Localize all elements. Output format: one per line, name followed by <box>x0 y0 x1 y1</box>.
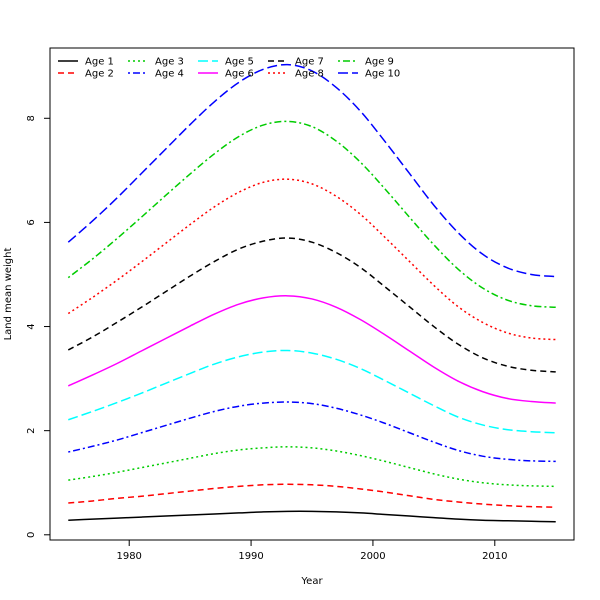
legend-label-age-2: Age 2 <box>85 69 114 80</box>
plot-frame <box>49 47 575 541</box>
series-line-age-9 <box>67 120 556 309</box>
series-line-age-3 <box>68 446 556 488</box>
x-tick-label: 2000 <box>360 551 385 562</box>
legend-label-age-9: Age 9 <box>365 57 394 68</box>
series-line-age-2 <box>68 483 556 508</box>
x-tick-label: 1980 <box>116 551 141 562</box>
x-axis: 1980 1990 2000 2010 <box>116 539 508 562</box>
legend-label-age-5: Age 5 <box>225 57 254 68</box>
legend-label-age-3: Age 3 <box>155 57 184 68</box>
series-line-age-4 <box>68 401 556 463</box>
y-axis-label: Land mean weight <box>3 248 14 341</box>
legend-label-age-8: Age 8 <box>295 69 324 80</box>
y-tick-label: 0 <box>26 532 37 538</box>
series-line-age-1 <box>68 510 556 523</box>
legend-label-age-6: Age 6 <box>225 69 254 80</box>
series-line-age-5 <box>68 349 556 434</box>
series-line-age-6 <box>67 295 556 404</box>
legend-label-age-1: Age 1 <box>85 57 114 68</box>
x-axis-label: Year <box>300 576 323 587</box>
x-tick-label: 1990 <box>238 551 263 562</box>
y-tick-label: 8 <box>26 115 37 121</box>
y-axis: 0 2 4 6 8 <box>26 115 51 538</box>
series-line-age-8 <box>67 178 556 341</box>
series-line-age-7 <box>67 237 556 373</box>
legend-label-age-7: Age 7 <box>295 57 324 68</box>
y-tick-label: 2 <box>26 427 37 433</box>
y-tick-label: 4 <box>26 323 37 329</box>
y-tick-label: 6 <box>26 219 37 225</box>
series-layer <box>67 63 556 523</box>
legend-label-age-4: Age 4 <box>155 69 184 80</box>
x-tick-label: 2010 <box>482 551 507 562</box>
legend-label-age-10: Age 10 <box>365 69 400 80</box>
series-line-age-10 <box>67 63 556 278</box>
